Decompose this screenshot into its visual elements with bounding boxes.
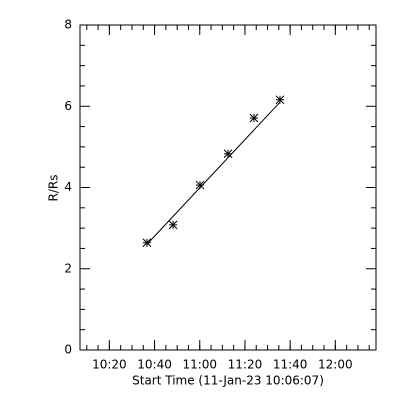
x-tick-label: 12:00 — [318, 358, 353, 372]
data-point — [275, 95, 285, 105]
data-point — [142, 238, 152, 248]
data-point — [249, 113, 259, 123]
marker-stroke — [275, 95, 285, 105]
data-point — [168, 220, 178, 230]
y-tick-label: 6 — [64, 99, 72, 113]
marker-stroke — [195, 180, 205, 190]
y-tick-label: 8 — [64, 18, 72, 32]
x-tick-label: 11:00 — [182, 358, 217, 372]
y-tick-label: 4 — [64, 180, 72, 194]
x-tick-label: 10:20 — [92, 358, 127, 372]
marker-stroke — [223, 149, 233, 159]
fit-line — [146, 101, 281, 245]
data-point — [223, 149, 233, 159]
data-point — [195, 180, 205, 190]
x-axis-label: Start Time (11-Jan-23 10:06:07) — [132, 374, 324, 388]
marker-stroke — [168, 220, 178, 230]
marker-stroke — [249, 113, 259, 123]
x-tick-label: 11:20 — [228, 358, 263, 372]
y-tick-label: 0 — [64, 343, 72, 357]
x-tick-label: 10:40 — [137, 358, 172, 372]
x-tick-label: 11:40 — [273, 358, 308, 372]
marker-stroke — [142, 238, 152, 248]
y-axis-label: R/Rs — [47, 175, 61, 202]
y-tick-label: 2 — [64, 261, 72, 275]
